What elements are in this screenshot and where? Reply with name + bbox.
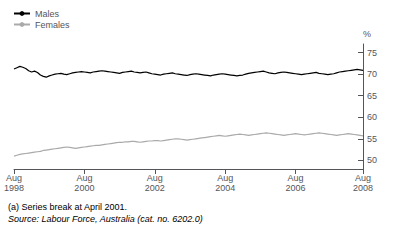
- svg-text:2004: 2004: [215, 183, 235, 193]
- svg-text:2008: 2008: [353, 183, 373, 193]
- svg-text:Aug: Aug: [76, 173, 92, 183]
- svg-text:2002: 2002: [145, 183, 165, 193]
- svg-text:60: 60: [367, 112, 377, 122]
- svg-text:Source: Labour Force, Australi: Source: Labour Force, Australia (cat. no…: [8, 214, 203, 224]
- svg-text:2006: 2006: [286, 183, 306, 193]
- svg-text:Aug: Aug: [288, 173, 304, 183]
- svg-text:(a) Series break at April 2001: (a) Series break at April 2001.: [8, 202, 127, 212]
- svg-text:Males: Males: [35, 9, 60, 19]
- svg-text:65: 65: [367, 91, 377, 101]
- svg-text:1998: 1998: [4, 183, 24, 193]
- svg-text:Aug: Aug: [217, 173, 233, 183]
- svg-text:Aug: Aug: [6, 173, 22, 183]
- svg-text:70: 70: [367, 69, 377, 79]
- svg-text:Aug: Aug: [147, 173, 163, 183]
- svg-text:55: 55: [367, 134, 377, 144]
- svg-text:2000: 2000: [74, 183, 94, 193]
- svg-text:Aug: Aug: [355, 173, 371, 183]
- svg-text:%: %: [363, 29, 371, 39]
- svg-text:50: 50: [367, 155, 377, 165]
- svg-text:75: 75: [367, 48, 377, 58]
- svg-text:Females: Females: [35, 20, 70, 30]
